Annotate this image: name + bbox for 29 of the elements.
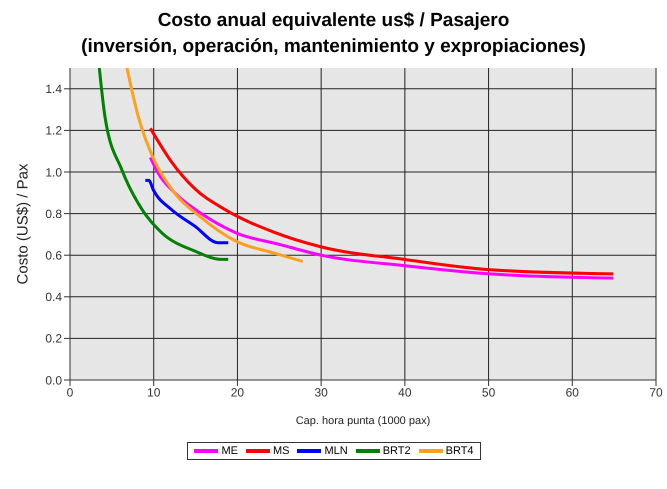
x-tick-label: 60 <box>566 386 580 400</box>
y-tick-label: 1.2 <box>45 124 62 138</box>
x-tick-label: 0 <box>66 386 74 400</box>
x-tick-label: 50 <box>482 386 496 400</box>
legend-label: MLN <box>323 445 348 457</box>
chart-title: Costo anual equivalente us$ / Pasajero (inversión, operación, mantenimiento y expropiaciones) <box>80 9 587 59</box>
x-tick-label: 10 <box>147 386 161 400</box>
line-series <box>148 126 615 276</box>
line-series <box>148 156 615 280</box>
x-tick-label: 20 <box>230 386 244 400</box>
line-series <box>125 68 304 263</box>
y-axis-title: Costo (US$) / Pax <box>14 163 32 284</box>
legend-label: MS <box>272 445 290 457</box>
legend-label: BRT4 <box>444 445 474 457</box>
y-tick-label: 1.0 <box>45 165 62 180</box>
line-series <box>98 68 230 261</box>
line-series <box>144 178 230 244</box>
x-tick-label: 40 <box>398 386 412 400</box>
x-tick-label: 70 <box>649 386 663 400</box>
y-tick-label: 1.4 <box>45 82 62 96</box>
y-tick-label: 0.8 <box>45 206 62 221</box>
y-tick-label: 0.2 <box>45 332 62 346</box>
x-axis-title: Cap. hora punta (1000 pax) <box>296 415 430 427</box>
legend-label: BRT2 <box>382 445 411 457</box>
y-tick-label: 0.6 <box>45 248 62 262</box>
y-tick-label: 0.0 <box>45 373 62 388</box>
y-tick-label: 0.4 <box>45 290 62 304</box>
legend-label: ME <box>220 445 238 457</box>
x-tick-label: 30 <box>314 386 328 400</box>
